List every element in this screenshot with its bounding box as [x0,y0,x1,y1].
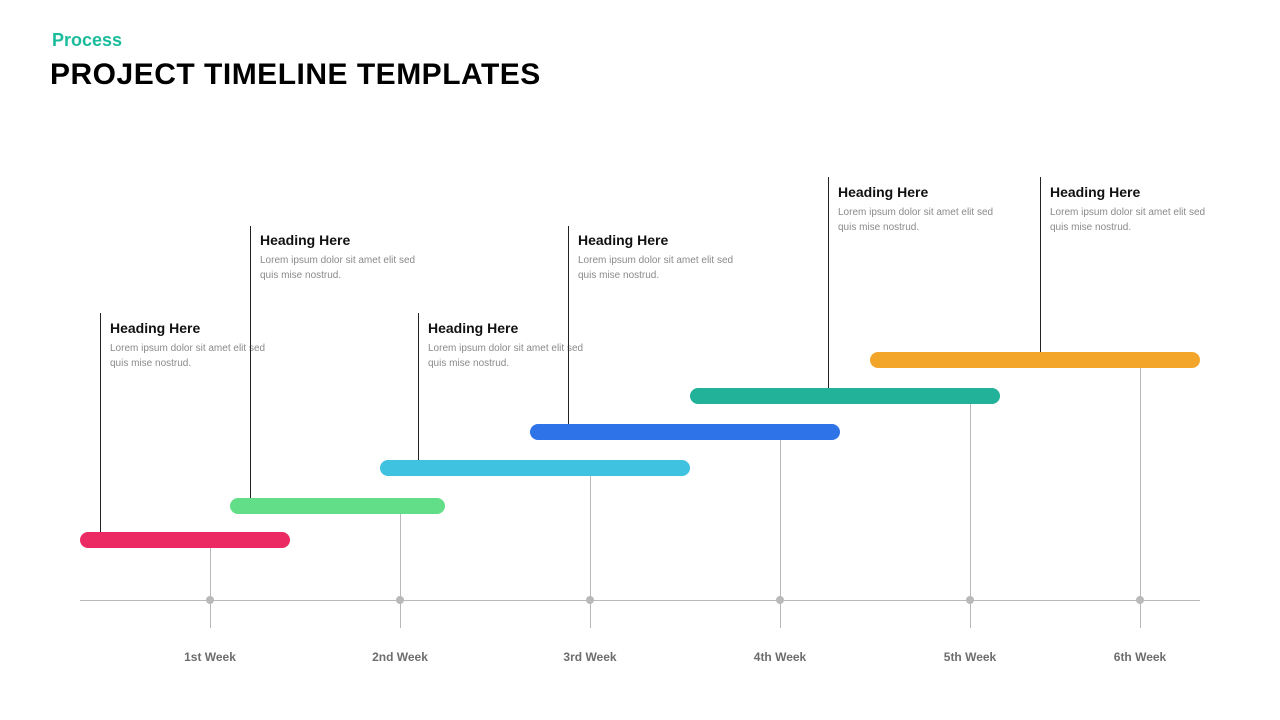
slide-title: PROJECT TIMELINE TEMPLATES [50,58,541,92]
bar-drop-line [1140,368,1141,628]
bar-5 [690,388,1000,404]
callout-body: Lorem ipsum dolor sit amet elit sed quis… [110,342,280,371]
bar-4 [530,424,840,440]
callout-heading: Heading Here [260,232,430,248]
callout: Heading Here Lorem ipsum dolor sit amet e… [578,232,748,283]
axis-tick-label: 1st Week [184,650,236,664]
callout-heading: Heading Here [838,184,1008,200]
callout-heading: Heading Here [110,320,280,336]
slide-subtitle: Process [52,30,122,51]
callout-heading: Heading Here [428,320,598,336]
timeline-chart: 1st Week 2nd Week 3rd Week 4th Week 5th Week… [40,130,1240,690]
callout: Heading Here Lorem ipsum dolor sit amet e… [1050,184,1220,235]
callout-line [250,226,251,498]
callout-line [418,313,419,460]
callout-body: Lorem ipsum dolor sit amet elit sed quis… [838,206,1008,235]
bar-drop-line [210,548,211,628]
bar-1 [80,532,290,548]
bar-drop-line [590,476,591,628]
bar-drop-line [780,440,781,628]
callout-line [568,226,569,424]
callout-heading: Heading Here [1050,184,1220,200]
callout-body: Lorem ipsum dolor sit amet elit sed quis… [1050,206,1220,235]
bar-3 [380,460,690,476]
bar-2 [230,498,445,514]
slide: Process PROJECT TIMELINE TEMPLATES 1st W… [0,0,1280,720]
axis-tick-label: 5th Week [944,650,996,664]
callout: Heading Here Lorem ipsum dolor sit amet e… [260,232,430,283]
axis-tick-label: 4th Week [754,650,806,664]
callout-body: Lorem ipsum dolor sit amet elit sed quis… [578,254,748,283]
axis-line [80,600,1200,601]
callout-line [100,313,101,532]
bar-6 [870,352,1200,368]
callout: Heading Here Lorem ipsum dolor sit amet e… [428,320,598,371]
axis-tick-label: 3rd Week [563,650,616,664]
callout-heading: Heading Here [578,232,748,248]
bar-drop-line [970,404,971,628]
callout-line [1040,177,1041,352]
callout-line [828,177,829,388]
callout-body: Lorem ipsum dolor sit amet elit sed quis… [428,342,598,371]
callout: Heading Here Lorem ipsum dolor sit amet e… [838,184,1008,235]
callout: Heading Here Lorem ipsum dolor sit amet e… [110,320,280,371]
axis-tick-label: 6th Week [1114,650,1166,664]
axis-tick-label: 2nd Week [372,650,428,664]
bar-drop-line [400,514,401,628]
callout-body: Lorem ipsum dolor sit amet elit sed quis… [260,254,430,283]
